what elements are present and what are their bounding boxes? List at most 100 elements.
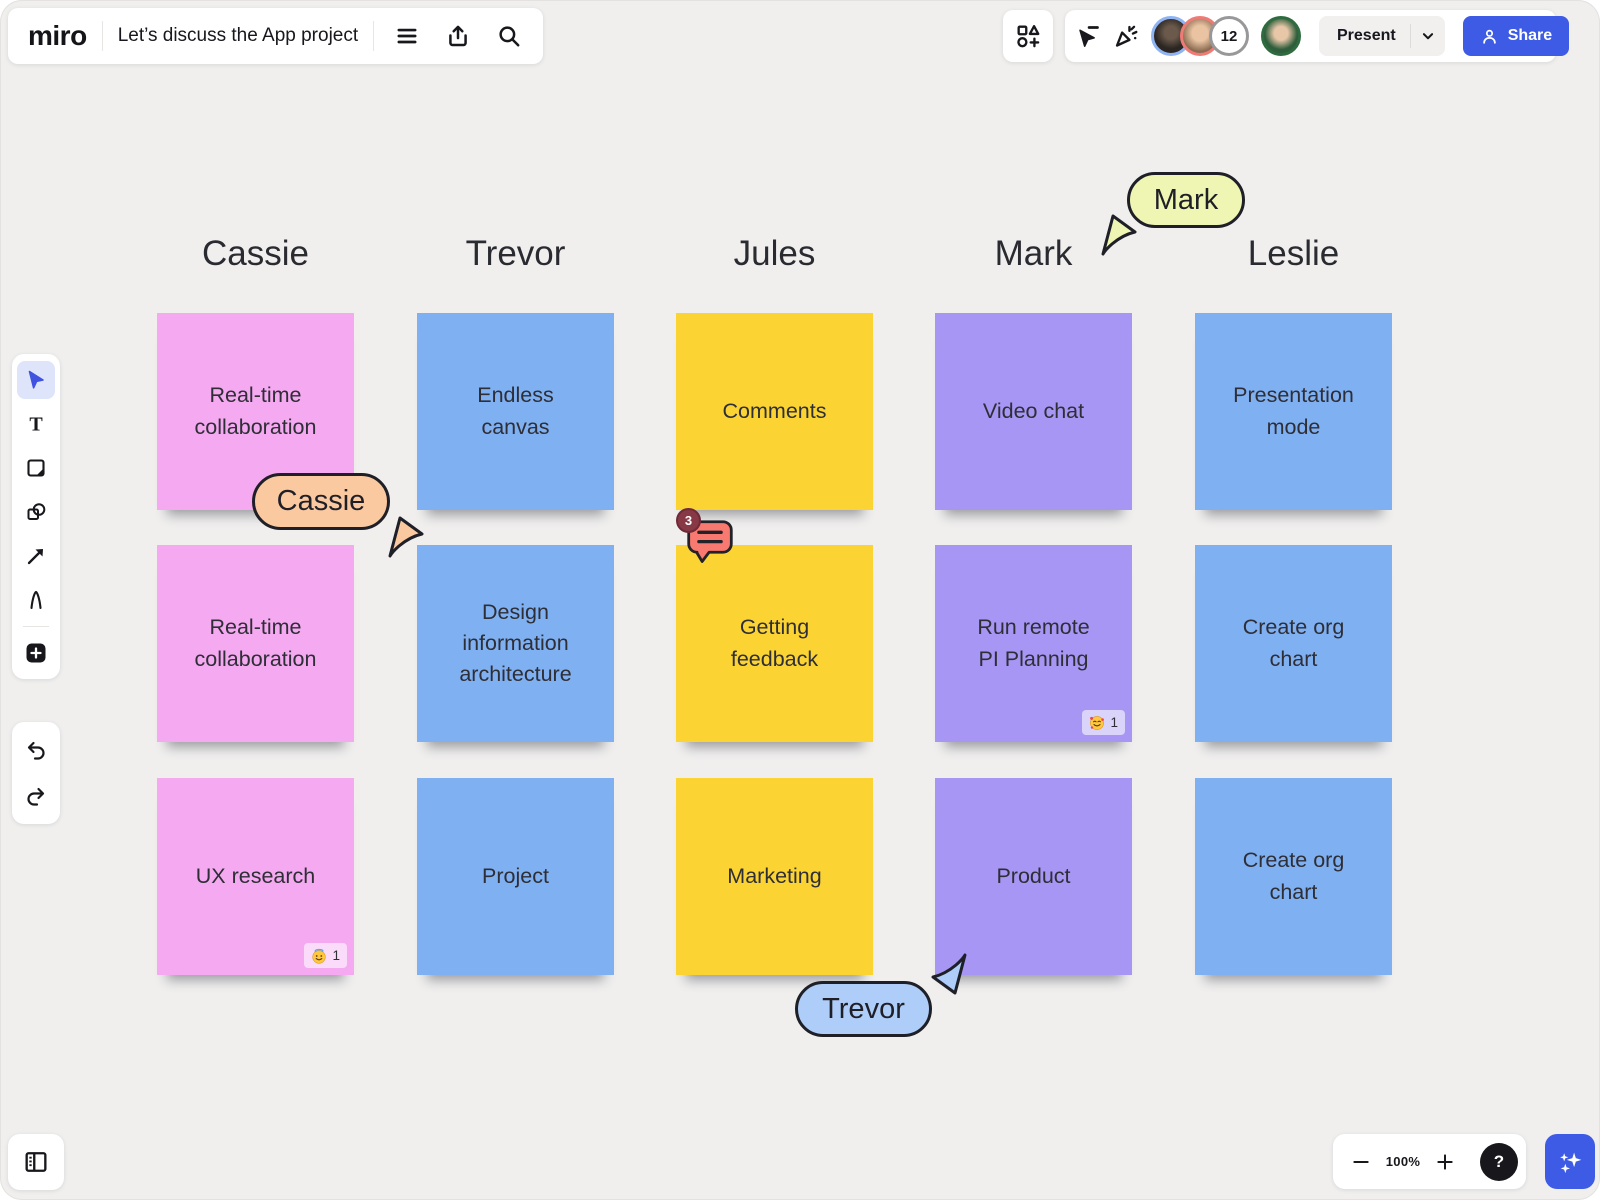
- column-mark: Mark Video chat Run remote PI Planning 1…: [935, 228, 1132, 975]
- present-button[interactable]: Present: [1319, 16, 1445, 56]
- column-title[interactable]: Jules: [733, 234, 816, 273]
- follow-cursor-icon: [1079, 25, 1099, 47]
- sticky-note[interactable]: Presentation mode: [1195, 313, 1392, 510]
- plus-icon: [26, 643, 46, 663]
- board-title[interactable]: Let’s discuss the App project: [117, 25, 359, 46]
- collaborator-cursor-label-cassie: Cassie: [252, 473, 390, 530]
- select-cursor-icon: [28, 370, 44, 389]
- smiling-face-with-hearts-icon: [1090, 715, 1105, 730]
- collaborator-cursor-arrow-cassie: [388, 516, 424, 558]
- reaction-chip[interactable]: 1: [304, 943, 347, 968]
- main-menu-button[interactable]: [389, 18, 425, 54]
- history-toolbar: [12, 722, 60, 824]
- sticky-note[interactable]: Real-time collaboration: [157, 545, 354, 742]
- export-button[interactable]: [440, 18, 476, 54]
- select-tool-button[interactable]: [17, 361, 55, 399]
- sticky-note-text: Real-time collaboration: [194, 383, 317, 439]
- sticky-note-text: Create org chart: [1242, 615, 1345, 671]
- present-label: Present: [1337, 27, 1396, 44]
- text-tool-glyph: T: [29, 414, 43, 436]
- menu-icon: [397, 28, 417, 44]
- sticky-note[interactable]: Product: [935, 778, 1132, 975]
- smiling-face-with-halo-icon: [312, 948, 327, 964]
- reaction-chip[interactable]: 1: [1082, 710, 1125, 735]
- question-icon: ?: [1493, 1151, 1505, 1171]
- sticky-note-text: Create org chart: [1242, 848, 1345, 904]
- reaction-count: 1: [332, 948, 340, 963]
- sticky-note[interactable]: Run remote PI Planning 1: [935, 545, 1132, 742]
- sticky-note-text: Run remote PI Planning: [977, 615, 1090, 671]
- search-button[interactable]: [491, 18, 527, 54]
- sticky-note-icon: [27, 459, 45, 477]
- frames-panel-button[interactable]: [8, 1134, 64, 1190]
- avatar[interactable]: [1261, 16, 1301, 56]
- pen-tool-button[interactable]: [17, 581, 55, 619]
- sticky-note[interactable]: Real-time collaboration: [157, 313, 354, 510]
- sticky-note-tool-button[interactable]: [17, 449, 55, 487]
- add-more-tools-button[interactable]: [17, 634, 55, 672]
- board-header-bar: miro Let’s discuss the App project: [8, 8, 544, 64]
- help-button[interactable]: ?: [1480, 1142, 1518, 1181]
- sticky-note-text: Real-time collaboration: [194, 615, 317, 671]
- zoom-level[interactable]: 100%: [1385, 1154, 1421, 1169]
- shapes-tool-button[interactable]: [17, 493, 55, 531]
- column-title[interactable]: Leslie: [1247, 234, 1340, 273]
- present-options-button[interactable]: [1411, 27, 1445, 45]
- zoom-controls: 100% ?: [1333, 1134, 1526, 1189]
- sticky-note[interactable]: UX research 1: [157, 778, 354, 975]
- sticky-note[interactable]: Marketing: [676, 778, 873, 975]
- avatar-stack: 12: [1151, 16, 1301, 56]
- sticky-note[interactable]: Project: [417, 778, 614, 975]
- plus-icon: [1437, 1153, 1453, 1170]
- sticky-note[interactable]: Comments: [676, 313, 873, 510]
- comment-thread-pin[interactable]: 3: [676, 508, 736, 568]
- column-jules: Jules Comments Getting feedback 3 Market…: [676, 228, 873, 975]
- apps-icon: [1017, 25, 1040, 48]
- text-tool-icon: T: [29, 414, 43, 436]
- share-button[interactable]: Share: [1462, 16, 1570, 56]
- sticky-note-text: UX research: [195, 863, 316, 888]
- redo-icon: [27, 787, 45, 806]
- search-icon: [499, 26, 520, 47]
- text-tool-button[interactable]: T: [17, 405, 55, 443]
- ai-assist-button[interactable]: [1545, 1134, 1595, 1189]
- column-trevor: Trevor Endless canvas Design information…: [417, 228, 614, 975]
- export-icon: [449, 25, 467, 47]
- comment-count-badge: 3: [676, 508, 701, 533]
- collaborator-cursor-label-trevor: Trevor: [795, 981, 932, 1037]
- follow-cursors-button[interactable]: [1075, 18, 1102, 54]
- reactions-button[interactable]: [1112, 18, 1139, 54]
- reaction-count: 1: [1110, 715, 1118, 730]
- connector-tool-button[interactable]: [17, 537, 55, 575]
- sticky-note[interactable]: Create org chart: [1195, 545, 1392, 742]
- undo-button[interactable]: [17, 731, 55, 769]
- column-title[interactable]: Cassie: [202, 234, 309, 273]
- sticky-note[interactable]: Video chat: [935, 313, 1132, 510]
- sticky-note[interactable]: Create org chart: [1195, 778, 1392, 975]
- redo-button[interactable]: [17, 777, 55, 815]
- sticky-note[interactable]: Design information architecture: [417, 545, 614, 742]
- collaborator-cursor-label-mark: Mark: [1127, 172, 1245, 228]
- zoom-out-button[interactable]: [1345, 1146, 1377, 1178]
- sticky-note-text: Presentation mode: [1233, 383, 1354, 439]
- sticky-note-text: Endless canvas: [477, 383, 554, 439]
- sticky-note[interactable]: Getting feedback 3: [676, 508, 873, 742]
- connector-arrow-icon: [27, 549, 43, 565]
- sticky-note-text: Comments: [722, 398, 827, 423]
- share-label: Share: [1507, 27, 1553, 44]
- sticky-note[interactable]: Endless canvas: [417, 313, 614, 510]
- sticky-note-text: Design information architecture: [459, 599, 572, 687]
- miro-logo[interactable]: miro: [28, 20, 87, 51]
- sticky-note-text: Marketing: [727, 863, 822, 888]
- zoom-in-button[interactable]: [1429, 1146, 1461, 1178]
- pen-icon: [30, 590, 42, 610]
- reactions-icon: [1115, 25, 1138, 47]
- shapes-icon: [27, 503, 46, 520]
- column-cassie: Cassie Real-time collaboration Real-time…: [157, 228, 354, 975]
- column-title[interactable]: Mark: [994, 234, 1073, 273]
- apps-button[interactable]: [1003, 10, 1053, 62]
- column-title[interactable]: Trevor: [465, 234, 566, 273]
- collaborator-count-badge[interactable]: 12: [1209, 16, 1249, 56]
- collaborator-cursor-arrow-mark: [1101, 214, 1137, 256]
